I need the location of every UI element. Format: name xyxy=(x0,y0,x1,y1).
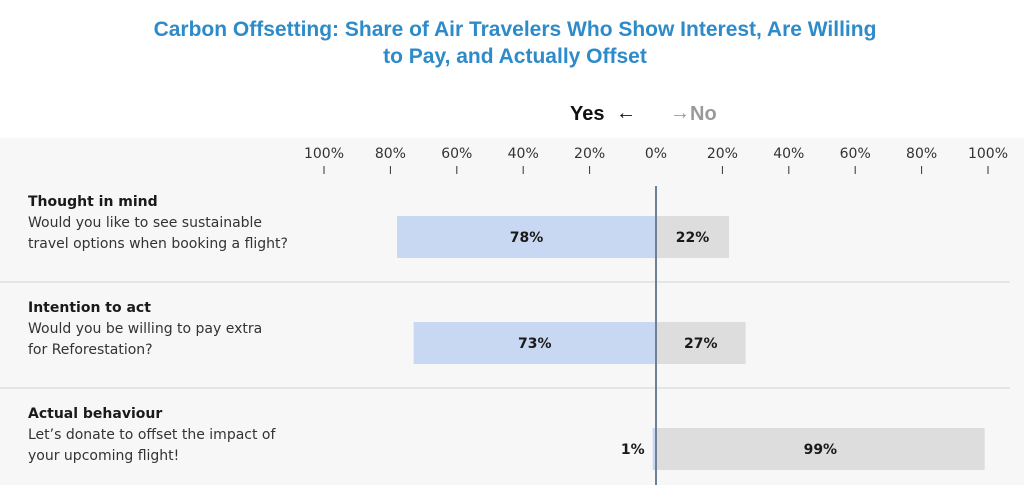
tick-label-right: 40% xyxy=(773,146,804,162)
row-question-line: your upcoming flight! xyxy=(28,448,179,464)
data-label-yes: 1% xyxy=(621,442,645,458)
chart-title-line-1: Carbon Offsetting: Share of Air Traveler… xyxy=(154,18,877,41)
legend-yes-arrow-icon: ← xyxy=(616,102,636,124)
chart-title-line-2: to Pay, and Actually Offset xyxy=(383,45,647,68)
data-label-yes: 73% xyxy=(518,336,552,352)
row-question-line: for Reforestation? xyxy=(28,342,153,358)
row-2: Intention to act Would you be willing to … xyxy=(28,300,746,364)
row-separators xyxy=(0,281,1010,389)
plot-background xyxy=(0,138,1024,485)
tick-label-right: 80% xyxy=(906,146,937,162)
row-title: Intention to act xyxy=(28,300,151,316)
tick-label-left: 40% xyxy=(508,146,539,162)
legend-yes-label: Yes xyxy=(570,103,604,125)
data-label-yes: 78% xyxy=(510,230,544,246)
tick-label-right: 0% xyxy=(645,146,667,162)
row-question-line: Would you like to see sustainable xyxy=(28,215,262,231)
row-title: Thought in mind xyxy=(28,194,158,210)
row-question-line: travel options when booking a flight? xyxy=(28,236,288,252)
bar-yes xyxy=(652,428,656,470)
bar-yes xyxy=(413,322,656,364)
legend-no-label: No xyxy=(690,103,717,125)
tick-label-left: 20% xyxy=(574,146,605,162)
row-3: Actual behaviour Let’s donate to offset t… xyxy=(28,406,985,470)
row-question-line: Let’s donate to offset the impact of xyxy=(28,427,276,443)
rows: Thought in mind Would you like to see sus… xyxy=(28,194,985,470)
bar-no xyxy=(656,322,746,364)
tick-label-right: 20% xyxy=(707,146,738,162)
bar-no xyxy=(656,428,985,470)
data-label-no: 22% xyxy=(676,230,710,246)
row-question-line: Would you be willing to pay extra xyxy=(28,321,262,337)
data-label-no: 27% xyxy=(684,336,718,352)
bar-no xyxy=(656,216,730,258)
ticks-left: 100% 80% 60% 40% 20% xyxy=(304,146,605,174)
row-title: Actual behaviour xyxy=(28,406,162,422)
tick-label-right: 100% xyxy=(968,146,1008,162)
legend-no-arrow-icon: → xyxy=(670,102,690,124)
data-label-no: 99% xyxy=(804,442,838,458)
row-1: Thought in mind Would you like to see sus… xyxy=(28,194,730,258)
bar-yes xyxy=(397,216,656,258)
tick-label-right: 60% xyxy=(840,146,871,162)
tick-label-left: 80% xyxy=(375,146,406,162)
tick-label-left: 60% xyxy=(441,146,472,162)
tick-label-left: 100% xyxy=(304,146,344,162)
ticks-right: 0% 20% 40% 60% 80% 100% xyxy=(645,146,1008,174)
